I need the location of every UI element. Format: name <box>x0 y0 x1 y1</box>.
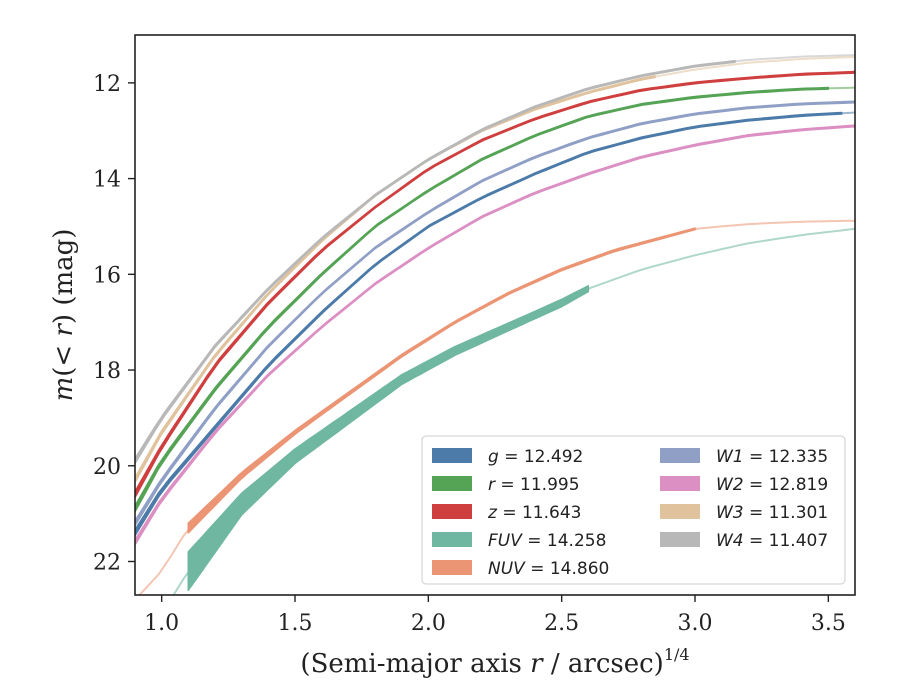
legend-series-value: = 11.643 <box>497 503 582 523</box>
legend-series-name: r <box>488 475 496 495</box>
legend-series-value: = 11.995 <box>495 475 580 495</box>
series-layer <box>135 54 855 595</box>
legend-swatch <box>660 532 700 547</box>
x-axis-label-variable: r <box>530 649 544 679</box>
series-r <box>135 86 855 513</box>
y-axis-label-part-1: (< <box>49 337 79 377</box>
legend-series-value: = 11.301 <box>744 503 829 523</box>
legend-series-value: = 11.407 <box>744 531 829 551</box>
series-z-band <box>135 70 855 499</box>
legend-item-fuv: FUV = 14.258 <box>432 531 606 551</box>
y-tick-label: 18 <box>93 359 121 384</box>
legend-series-name: g <box>488 447 499 467</box>
legend-series-value: = 14.258 <box>522 531 607 551</box>
legend-series-value: = 14.860 <box>525 559 610 579</box>
legend-swatch <box>432 532 472 547</box>
y-tick-label: 16 <box>93 263 121 288</box>
legend-label: z = 11.643 <box>487 503 581 523</box>
legend-label: W4 = 11.407 <box>716 531 828 551</box>
x-axis-label-part-2: / arcsec) <box>543 649 664 679</box>
legend-item-r: r = 11.995 <box>432 475 580 495</box>
legend-swatch <box>432 476 472 491</box>
legend-series-name: W2 <box>716 475 744 495</box>
legend-swatch <box>432 560 472 575</box>
series-g <box>135 111 855 537</box>
legend-item-w1: W1 = 12.335 <box>660 447 828 467</box>
series-fuv-band <box>187 285 590 591</box>
x-tick-label: 3.0 <box>678 611 713 636</box>
plot-frame <box>134 34 856 596</box>
legend-series-name: z <box>487 503 498 523</box>
x-tick-label: 3.5 <box>811 611 846 636</box>
legend-series-value: = 12.492 <box>499 447 584 467</box>
x-axis-label-part-1: (Semi-major axis <box>300 649 530 679</box>
x-tick-label: 1.0 <box>144 611 179 636</box>
series-r-band <box>135 86 830 513</box>
series-w3-band <box>135 75 656 484</box>
y-tick-label: 14 <box>93 168 121 193</box>
legend-series-name: NUV <box>488 559 526 579</box>
x-tick-label: 2.0 <box>411 611 446 636</box>
legend-label: NUV = 14.860 <box>488 559 609 579</box>
legend-swatch <box>432 504 472 519</box>
series-w4-band <box>135 59 736 465</box>
y-tick-label: 22 <box>93 550 121 575</box>
legend-series-name: FUV <box>488 531 523 551</box>
legend-item-nuv: NUV = 14.860 <box>432 559 609 579</box>
legend-label: FUV = 14.258 <box>488 531 606 551</box>
series-fuv <box>172 227 855 595</box>
legend-item-w3: W3 = 11.301 <box>660 503 828 523</box>
series-w1-band <box>135 100 855 527</box>
legend-swatch <box>660 504 700 519</box>
x-axis-label-exponent: 1/4 <box>664 645 690 664</box>
x-tick-label: 1.5 <box>278 611 313 636</box>
y-tick-label: 12 <box>93 72 121 97</box>
series-w2 <box>135 124 855 546</box>
legend-item-w2: W2 = 12.819 <box>660 475 828 495</box>
y-tick-label: 20 <box>93 455 121 480</box>
legend-item-z: z = 11.643 <box>432 503 581 523</box>
x-axis-label: (Semi-major axis r / arcsec)1/4 <box>300 645 689 679</box>
legend-label: W2 = 12.819 <box>716 475 828 495</box>
series-z <box>135 70 855 499</box>
series-w4 <box>135 54 855 465</box>
legend-box <box>421 435 846 585</box>
legend-swatch <box>660 448 700 463</box>
y-axis-label-variable-r: r <box>49 323 79 337</box>
legend-label: W1 = 12.335 <box>716 447 828 467</box>
y-axis-label-part-2: ) (mag) <box>49 229 79 325</box>
x-tick-label: 2.5 <box>544 611 579 636</box>
legend-item-w4: W4 = 11.407 <box>660 531 828 551</box>
legend-series-value: = 12.335 <box>744 447 829 467</box>
series-nuv <box>138 219 855 595</box>
y-axis-label-variable: m <box>49 377 79 402</box>
x-axis-ticks: 1.0 1.5 2.0 2.5 3.0 3.5 <box>144 595 846 636</box>
legend-series-name: W3 <box>716 503 744 523</box>
legend-series-value: = 12.819 <box>744 475 829 495</box>
legend-label: r = 11.995 <box>488 475 580 495</box>
series-w2-band <box>135 124 855 546</box>
legend-label: W3 = 11.301 <box>716 503 828 523</box>
legend-swatch <box>432 448 472 463</box>
legend-item-g: g = 12.492 <box>432 447 583 467</box>
series-g-band <box>135 111 843 537</box>
legend-label: g = 12.492 <box>488 447 583 467</box>
y-axis-ticks: 12 14 16 18 20 22 <box>93 72 135 575</box>
series-nuv-band <box>187 227 696 534</box>
legend-swatch <box>660 476 700 491</box>
series-w1 <box>135 100 855 527</box>
legend-series-name: W4 <box>716 531 744 551</box>
legend-series-name: W1 <box>716 447 744 467</box>
y-axis-label: m(< r) (mag) <box>49 229 79 402</box>
